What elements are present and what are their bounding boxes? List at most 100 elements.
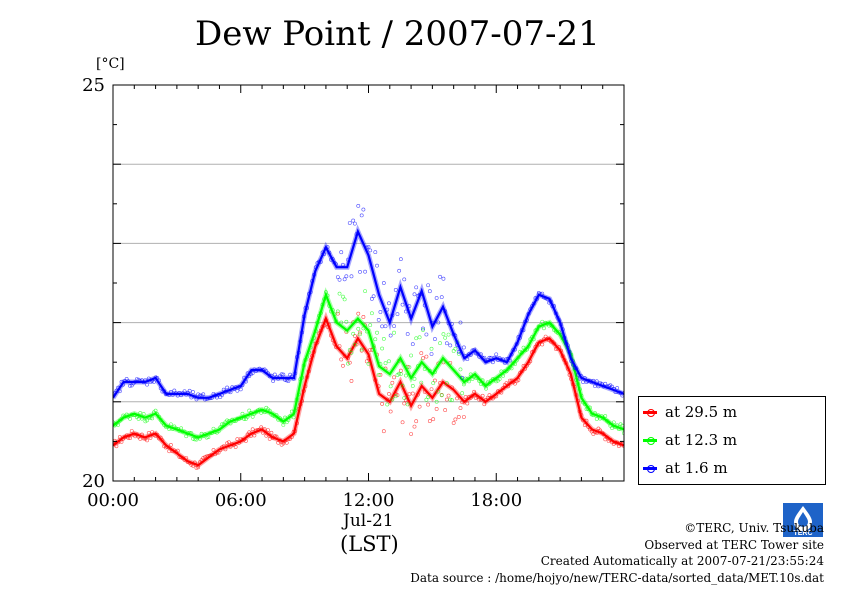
data-point (388, 384, 393, 389)
data-point (351, 218, 356, 223)
data-point (286, 379, 291, 383)
data-point (381, 337, 386, 341)
data-point (116, 422, 121, 427)
data-point (134, 377, 139, 381)
data-point (252, 433, 257, 438)
data-point (375, 330, 379, 335)
data-point (390, 397, 395, 402)
data-point (359, 213, 364, 218)
data-point (392, 330, 396, 335)
data-point (381, 281, 386, 285)
data-point (398, 368, 403, 373)
data-point (351, 331, 356, 336)
data-point (383, 361, 388, 366)
data-point (358, 332, 362, 337)
data-point (446, 393, 451, 398)
data-point (356, 203, 361, 208)
data-point (281, 422, 286, 427)
data-point (279, 372, 284, 377)
data-point (201, 392, 206, 397)
data-point (444, 397, 449, 402)
x-tick-label: 00:00 (87, 490, 139, 511)
data-point (456, 415, 461, 419)
data-point (410, 391, 415, 396)
data-point (509, 366, 514, 371)
data-point (421, 328, 425, 332)
data-point (235, 388, 240, 393)
data-point (615, 386, 620, 390)
data-point (169, 443, 173, 447)
data-point (455, 396, 459, 401)
series-halo (113, 287, 624, 441)
data-point (342, 297, 347, 302)
legend-swatch-green (643, 436, 657, 445)
data-point (456, 351, 461, 356)
data-point (226, 440, 231, 445)
data-point (421, 326, 425, 331)
data-point (448, 343, 453, 348)
legend-label: at 12.3 m (665, 431, 738, 449)
data-point (448, 397, 453, 402)
data-point (419, 351, 424, 356)
data-point (114, 444, 119, 449)
data-point (337, 277, 342, 282)
data-point (381, 429, 386, 434)
data-point (368, 248, 373, 253)
data-point (349, 274, 354, 279)
data-point (151, 380, 156, 384)
data-point (376, 373, 381, 377)
credits-block: ©TERC, Univ. Tsukuba Observed at TERC To… (410, 520, 824, 586)
data-point (359, 347, 364, 352)
data-point (128, 416, 132, 421)
data-point (206, 435, 211, 440)
data-point (191, 436, 195, 441)
data-point (387, 391, 391, 396)
data-point (400, 420, 405, 425)
data-point (366, 245, 371, 249)
data-point (439, 393, 444, 398)
data-point (339, 250, 344, 255)
data-point (339, 357, 344, 362)
data-point (438, 341, 442, 346)
data-point (172, 388, 177, 393)
data-point (412, 292, 417, 297)
data-point (398, 372, 403, 376)
data-point (356, 311, 361, 316)
data-point (431, 381, 436, 385)
data-point (429, 387, 434, 392)
data-point (240, 411, 245, 416)
data-point (220, 422, 224, 427)
data-point (346, 361, 350, 366)
data-point (405, 332, 410, 336)
data-point (461, 415, 466, 419)
data-point (426, 283, 431, 288)
date-label: Jul-21 (343, 511, 394, 531)
data-point (370, 311, 374, 316)
series-at-29-5-m (113, 311, 624, 470)
chart-title: Dew Point / 2007-07-21 (195, 14, 600, 54)
data-point (410, 384, 415, 388)
series-layer (113, 203, 624, 470)
data-point (451, 349, 456, 353)
data-point (422, 367, 427, 371)
data-point (141, 412, 146, 416)
data-point (540, 319, 545, 324)
x-tick-label: 18:00 (470, 490, 522, 511)
data-point (243, 439, 248, 443)
legend-label: at 1.6 m (665, 459, 728, 477)
data-point (494, 379, 499, 384)
data-point (204, 435, 209, 440)
data-point (361, 207, 366, 212)
data-point (337, 291, 342, 296)
data-point (443, 408, 448, 412)
data-point (433, 378, 437, 383)
data-point (402, 277, 407, 282)
data-point (344, 319, 349, 324)
y-axis-unit-label: [°C] (96, 56, 125, 72)
series-at-12-3-m (113, 287, 624, 442)
data-point (175, 448, 180, 453)
data-point (603, 381, 608, 386)
data-point (427, 419, 432, 423)
data-point (356, 326, 361, 331)
data-point (211, 426, 216, 431)
